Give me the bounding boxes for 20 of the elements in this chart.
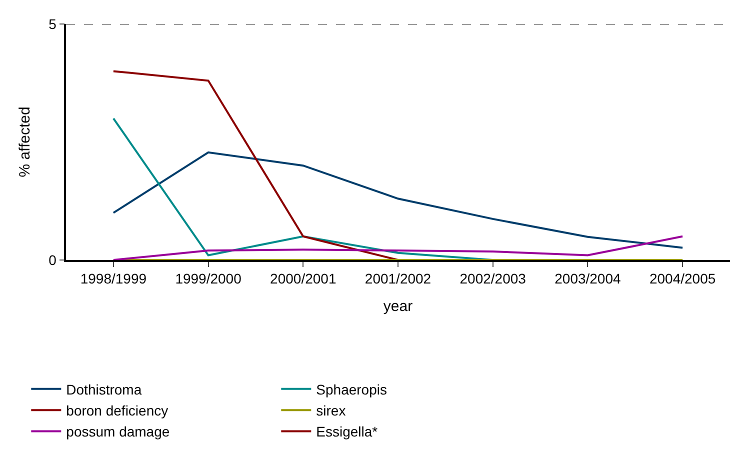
x-tick-label: 2002/2003 [460,270,526,287]
x-tick-label: 1999/2000 [175,270,242,287]
x-axis-title: year [383,298,413,316]
line-series [112,151,684,249]
x-tick-label: 2001/2002 [364,270,432,287]
legend-label: Essigella* [316,424,378,440]
y-axis-title: % affected [16,106,34,178]
legend-label: Dothistroma [66,381,142,398]
legend-label: sirex [316,402,346,419]
x-tick-label: 2000/2001 [270,270,336,287]
y-tick-label: 0 [48,252,57,268]
line-series [112,70,399,260]
x-tick-label: 2004/2005 [649,270,716,287]
legend-label: Sphaeropis [316,381,387,398]
x-tick-label: 1998/1999 [80,270,147,287]
legend-label: boron deficiency [66,402,168,419]
line-series [112,235,684,260]
x-tick-label: 2003/2004 [554,270,622,287]
legend-label: possum damage [66,424,170,440]
y-tick-label: 5 [48,16,57,32]
